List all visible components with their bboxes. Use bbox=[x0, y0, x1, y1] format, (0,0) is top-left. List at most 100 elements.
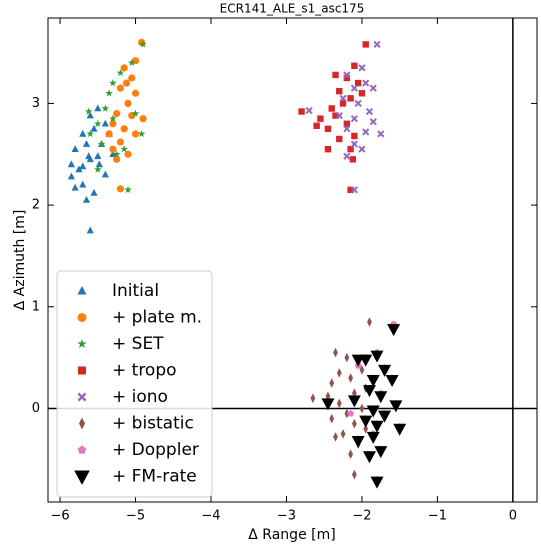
marker bbox=[336, 135, 343, 143]
marker bbox=[351, 388, 357, 399]
marker bbox=[79, 129, 87, 137]
marker bbox=[336, 368, 342, 378]
legend-marker bbox=[77, 313, 87, 322]
legend-box bbox=[56, 270, 213, 498]
marker bbox=[109, 150, 117, 158]
marker bbox=[67, 172, 75, 180]
marker bbox=[120, 64, 128, 72]
marker bbox=[101, 119, 109, 127]
legend-marker bbox=[77, 339, 87, 349]
marker bbox=[347, 145, 354, 153]
marker bbox=[336, 88, 343, 95]
marker bbox=[359, 365, 365, 375]
marker bbox=[373, 40, 381, 49]
marker bbox=[94, 119, 102, 127]
marker bbox=[113, 155, 121, 163]
marker bbox=[366, 374, 380, 387]
marker bbox=[367, 317, 372, 327]
marker bbox=[351, 469, 357, 480]
marker bbox=[324, 125, 332, 133]
marker bbox=[343, 125, 351, 133]
marker bbox=[310, 393, 316, 404]
marker bbox=[332, 71, 339, 79]
marker bbox=[362, 385, 376, 398]
marker bbox=[359, 415, 373, 428]
marker bbox=[131, 89, 140, 97]
marker bbox=[347, 395, 361, 408]
marker bbox=[350, 186, 358, 194]
marker bbox=[122, 79, 131, 87]
legend-label: + iono bbox=[112, 387, 168, 407]
x-tick-label: −4 bbox=[201, 509, 220, 524]
marker bbox=[347, 186, 354, 194]
marker bbox=[350, 115, 358, 123]
marker bbox=[328, 105, 335, 112]
marker bbox=[321, 398, 335, 411]
marker bbox=[139, 115, 147, 123]
marker bbox=[389, 400, 403, 413]
marker bbox=[347, 95, 354, 102]
marker bbox=[112, 150, 121, 158]
marker bbox=[94, 165, 102, 173]
marker bbox=[79, 180, 87, 188]
legend-label: + Doppler bbox=[112, 440, 199, 460]
chart-title: ECR141_ALE_s1_asc175 bbox=[220, 2, 365, 16]
marker bbox=[139, 40, 147, 48]
legend-label: + SET bbox=[112, 334, 164, 354]
legend-label: + bistatic bbox=[112, 414, 194, 434]
marker bbox=[362, 128, 370, 136]
marker bbox=[354, 79, 362, 87]
marker bbox=[71, 183, 79, 191]
marker bbox=[109, 145, 117, 153]
marker bbox=[101, 170, 109, 178]
marker bbox=[370, 350, 384, 363]
marker bbox=[369, 118, 377, 126]
marker bbox=[124, 99, 132, 108]
marker bbox=[343, 74, 351, 82]
marker bbox=[339, 94, 347, 102]
marker bbox=[378, 364, 392, 377]
marker bbox=[378, 410, 392, 423]
marker bbox=[362, 79, 370, 87]
marker bbox=[333, 432, 338, 442]
marker bbox=[348, 449, 354, 460]
marker bbox=[113, 109, 121, 118]
x-tick-label: 0 bbox=[509, 509, 517, 524]
y-tick-label: 2 bbox=[32, 198, 40, 213]
marker bbox=[347, 409, 355, 417]
marker bbox=[393, 423, 407, 436]
y-tick-label: 1 bbox=[32, 299, 40, 314]
marker bbox=[359, 403, 365, 414]
y-axis-label: Δ Azimuth [m] bbox=[12, 210, 28, 311]
marker bbox=[350, 84, 358, 92]
marker bbox=[344, 408, 350, 419]
marker bbox=[343, 120, 351, 127]
marker bbox=[105, 89, 113, 97]
marker bbox=[109, 120, 117, 128]
marker bbox=[335, 112, 343, 120]
marker bbox=[120, 145, 129, 153]
marker bbox=[358, 145, 366, 153]
marker bbox=[128, 112, 136, 120]
marker bbox=[79, 162, 87, 170]
marker bbox=[348, 373, 354, 383]
marker bbox=[317, 115, 324, 122]
marker bbox=[350, 140, 358, 148]
marker bbox=[86, 129, 95, 138]
marker bbox=[349, 156, 357, 163]
marker bbox=[362, 451, 376, 464]
marker bbox=[343, 152, 351, 160]
marker bbox=[370, 420, 384, 433]
marker bbox=[82, 140, 91, 147]
marker bbox=[116, 84, 125, 92]
marker bbox=[298, 108, 305, 115]
plot-frame bbox=[47, 17, 538, 503]
marker bbox=[71, 145, 79, 152]
y-tick-label: 0 bbox=[32, 401, 40, 416]
marker bbox=[95, 160, 103, 168]
marker bbox=[325, 391, 331, 402]
legend-marker bbox=[77, 392, 87, 402]
marker bbox=[365, 107, 374, 116]
legend-marker bbox=[78, 366, 86, 375]
